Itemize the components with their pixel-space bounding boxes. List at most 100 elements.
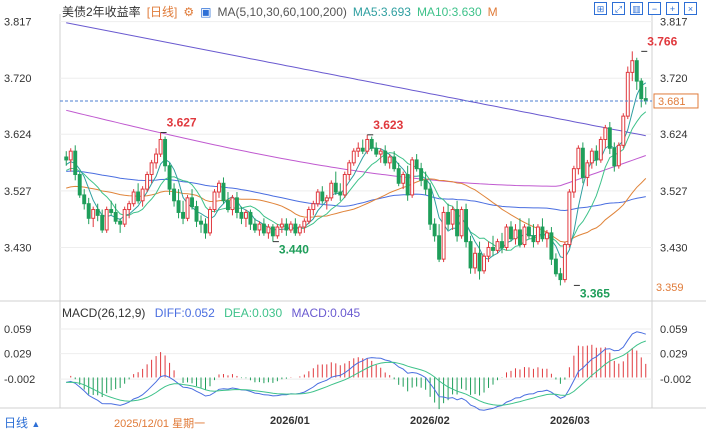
candle-down: [594, 150, 599, 161]
x-label-mar: 2026/03: [550, 415, 590, 427]
minus-icon[interactable]: −: [648, 2, 661, 15]
instrument-title[interactable]: 美债2年收益率: [62, 5, 141, 19]
more-ma-label[interactable]: M: [487, 4, 498, 19]
candle-up: [145, 174, 150, 190]
candle-up: [158, 138, 163, 155]
candle-up: [459, 209, 464, 237]
candle-down: [172, 188, 177, 202]
candle-down: [455, 209, 460, 237]
candle-up: [315, 191, 320, 205]
macd-y-tick-right: -0.002: [660, 374, 691, 386]
candle-up: [104, 209, 109, 231]
candle-up: [630, 60, 635, 73]
candle-up: [603, 127, 608, 140]
candle-down: [270, 226, 275, 237]
candle-down: [194, 206, 199, 222]
candle-down: [477, 252, 482, 272]
candle-up: [562, 244, 567, 281]
candle-down: [553, 258, 558, 275]
diff-value: DIFF:0.052: [154, 306, 215, 320]
candle-down: [464, 209, 469, 243]
candle-down: [558, 273, 563, 281]
candle-down: [414, 159, 419, 170]
fullscreen-icon[interactable]: ⤢: [612, 2, 625, 15]
candle-up: [302, 220, 307, 228]
candle-down: [190, 197, 194, 208]
period-label[interactable]: [日线]: [146, 5, 178, 19]
period-tab[interactable]: 日线 ▲: [4, 414, 40, 431]
candle-down: [446, 211, 451, 225]
candle-down: [374, 147, 379, 155]
candle-down: [64, 156, 69, 161]
dropdown-triangle-icon[interactable]: ▲: [31, 419, 41, 429]
extreme-annotation: 3.627: [167, 115, 197, 129]
candle-down: [549, 232, 554, 260]
macd-title[interactable]: MACD(26,12,9): [62, 306, 146, 320]
ma-checkbox-icon[interactable]: ▣: [200, 4, 212, 19]
candle-up: [329, 182, 334, 199]
main-chart-header: 美债2年收益率 [日线] ⚙ ▣ MA(5,10,30,60,100,200) …: [62, 3, 504, 20]
candle-down: [531, 235, 536, 243]
candle-up: [288, 223, 293, 231]
candle-down: [176, 200, 181, 213]
candle-down: [82, 194, 87, 205]
candle-up: [342, 174, 347, 196]
macd-value: MACD:0.045: [291, 306, 361, 320]
ma30-line: [66, 178, 647, 243]
settings-gear-icon[interactable]: ⚙: [183, 4, 195, 19]
candle-down: [163, 138, 168, 167]
grid-layout-icon[interactable]: ⊞: [594, 2, 607, 15]
candle-up: [387, 156, 392, 164]
macd-y-tick-left: 0.059: [4, 324, 32, 336]
plus-icon[interactable]: +: [666, 2, 679, 15]
candle-down: [100, 214, 105, 231]
candle-down: [338, 191, 343, 196]
candle-up: [544, 232, 549, 240]
y-tick-right: 3.817: [660, 17, 688, 29]
candle-down: [360, 147, 365, 152]
candle-down: [405, 174, 410, 196]
candle-up: [486, 246, 491, 257]
candle-down: [437, 235, 442, 260]
candle-down: [226, 200, 230, 211]
candle-down: [526, 226, 531, 237]
candle-down: [428, 188, 433, 225]
candle-up: [535, 226, 540, 243]
candle-up: [585, 162, 590, 178]
bars-icon[interactable]: ▥: [630, 2, 643, 15]
x-label-feb: 2026/02: [410, 415, 450, 427]
ma10-value: MA10:3.630: [416, 4, 482, 19]
candle-down: [261, 223, 266, 234]
extreme-annotation: 3.440: [279, 243, 309, 257]
extreme-annotation: 3.766: [647, 34, 677, 48]
ma-params-label[interactable]: MA(5,10,30,60,100,200): [217, 4, 347, 19]
candle-up: [598, 138, 603, 161]
candle-down: [634, 60, 639, 82]
candle-up: [482, 255, 486, 272]
candle-up: [567, 191, 572, 246]
candle-down: [580, 147, 585, 178]
candle-up: [127, 203, 132, 211]
candle-up: [347, 162, 352, 176]
close-icon[interactable]: ×: [684, 2, 697, 15]
candle-up: [441, 211, 446, 260]
candle-down: [392, 156, 397, 170]
y-tick-right: 3.430: [660, 242, 688, 254]
candle-up: [68, 150, 73, 161]
period-tab-label[interactable]: 日线: [4, 416, 29, 430]
y-tick-right: 3.720: [660, 73, 688, 85]
candle-up: [217, 182, 221, 193]
candle-down: [118, 220, 123, 225]
candle-down: [248, 211, 253, 225]
candle-up: [616, 144, 621, 167]
candle-down: [252, 223, 257, 231]
candle-up: [122, 209, 127, 225]
candle-down: [518, 229, 522, 246]
candle-up: [154, 153, 159, 164]
macd-y-tick-right: 0.029: [660, 349, 688, 361]
x-label-jan: 2026/01: [270, 415, 310, 427]
macd-y-tick-left: 0.029: [4, 349, 32, 361]
dea-line: [66, 340, 646, 406]
candle-down: [491, 246, 495, 251]
